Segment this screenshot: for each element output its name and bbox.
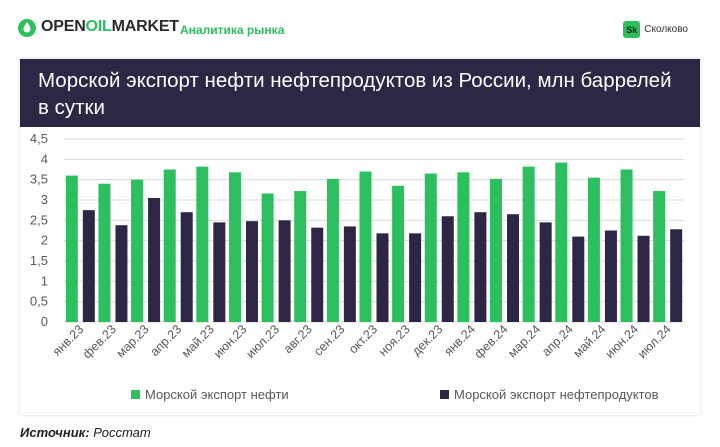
bar-products <box>343 226 356 322</box>
bar-oil <box>163 169 176 322</box>
bar-oil <box>555 162 568 322</box>
chart-card: Морской экспорт нефти нефтепродуктов из … <box>20 59 700 415</box>
tagline: Аналитика рынка <box>180 23 285 37</box>
x-tick-label: мар.24 <box>505 322 543 360</box>
x-tick-label: май.24 <box>570 322 608 360</box>
bar-oil <box>196 166 209 322</box>
x-tick-label: июл.23 <box>244 322 283 361</box>
x-tick-label: ноя.23 <box>376 322 413 359</box>
y-tick-label: 1 <box>41 273 48 288</box>
bar-products <box>441 216 454 322</box>
bar-oil <box>261 193 274 322</box>
sk-label: Сколково <box>644 24 688 35</box>
skolkovo-logo: Sk Сколково <box>623 21 688 38</box>
bar-products <box>115 225 128 322</box>
bar-products <box>474 212 487 322</box>
y-tick-label: 0,5 <box>30 294 48 309</box>
bar-oil <box>620 169 633 322</box>
logo-market: MARKET <box>111 18 179 35</box>
bar-oil <box>587 177 600 322</box>
x-tick-label: дек.23 <box>409 322 445 358</box>
y-tick-label: 2 <box>41 233 48 248</box>
bar-products <box>539 222 552 322</box>
bar-oil <box>653 191 666 322</box>
y-tick-label: 3 <box>41 192 48 207</box>
bar-products <box>245 221 258 322</box>
x-tick-label: мар.23 <box>114 322 152 360</box>
bar-products <box>572 236 585 322</box>
bar-products <box>278 220 291 322</box>
bars <box>65 162 683 322</box>
bar-products <box>311 227 324 322</box>
header: OPENOILMARKET Аналитика рынка Sk Сколков… <box>0 0 720 58</box>
x-tick-label: июн.24 <box>603 322 642 361</box>
logo-open: OPEN <box>41 18 86 35</box>
bar-oil <box>228 172 241 322</box>
bar-products <box>604 230 617 322</box>
logo-oil: OIL <box>85 18 112 35</box>
y-tick-label: 4,5 <box>30 131 48 146</box>
bar-oil <box>424 173 437 322</box>
y-tick-label: 2,5 <box>30 212 48 227</box>
bar-oil <box>131 179 144 322</box>
legend: Морской экспорт нефти Морской экспорт неф… <box>131 387 659 402</box>
x-tick-label: окт.23 <box>346 322 380 356</box>
legend-swatch-oil <box>131 390 140 399</box>
bar-oil <box>65 175 78 322</box>
drop-logo-icon <box>18 19 36 37</box>
x-tick-label: фев.23 <box>80 322 119 361</box>
logo-text: OPENOILMARKET <box>41 18 179 36</box>
legend-swatch-products <box>440 390 449 399</box>
y-tick-label: 3,5 <box>30 172 48 187</box>
y-tick-label: 1,5 <box>30 253 48 268</box>
bar-oil <box>457 172 470 322</box>
bar-oil <box>359 171 372 322</box>
x-tick-label: май.23 <box>179 322 217 360</box>
bar-oil <box>98 183 111 322</box>
y-axis-ticks: 0 0,5 1 1,5 2 2,5 3 3,5 4 4,5 <box>30 131 48 329</box>
bar-oil <box>294 191 307 322</box>
source-footer: Источник: Росстат <box>20 425 151 440</box>
sk-badge-icon: Sk <box>623 21 641 38</box>
y-tick-label: 0 <box>41 314 48 329</box>
source-label: Источник: <box>20 425 90 440</box>
openoilmarket-logo[interactable]: OPENOILMARKET <box>16 16 179 38</box>
bar-oil <box>522 166 535 322</box>
bar-products <box>82 210 95 322</box>
bar-products <box>670 229 683 322</box>
title-band: Морской экспорт нефти нефтепродуктов из … <box>20 59 700 127</box>
bar-products <box>180 212 193 322</box>
chart-title: Морской экспорт нефти нефтепродуктов из … <box>38 69 672 119</box>
legend-label-products: Морской экспорт нефтепродуктов <box>454 387 659 402</box>
bar-products <box>637 235 650 322</box>
bar-products <box>148 197 161 322</box>
x-tick-label: апр.23 <box>148 322 185 359</box>
bar-products <box>409 233 422 322</box>
bar-oil <box>326 178 339 322</box>
x-tick-label: июл.24 <box>635 322 674 361</box>
y-tick-label: 4 <box>41 151 48 166</box>
bar-oil <box>490 178 503 322</box>
x-tick-label: июн.23 <box>211 322 250 361</box>
bar-products <box>213 222 226 322</box>
x-tick-label: сен.23 <box>311 322 347 358</box>
x-tick-label: апр.24 <box>539 322 576 359</box>
bar-products <box>376 233 389 322</box>
bar-products <box>507 214 520 322</box>
legend-label-oil: Морской экспорт нефти <box>145 387 289 402</box>
x-tick-label: фев.24 <box>472 322 511 361</box>
bar-chart: 0 0,5 1 1,5 2 2,5 3 3,5 4 4,5 янв.23фев.23мар.23а… <box>30 131 684 402</box>
bar-oil <box>392 185 405 322</box>
x-tick-label: авг.23 <box>281 322 315 356</box>
x-axis-ticks: янв.23фев.23мар.23апр.23май.23июн.23июл.… <box>50 322 674 361</box>
source-value: Росстат <box>93 425 151 440</box>
